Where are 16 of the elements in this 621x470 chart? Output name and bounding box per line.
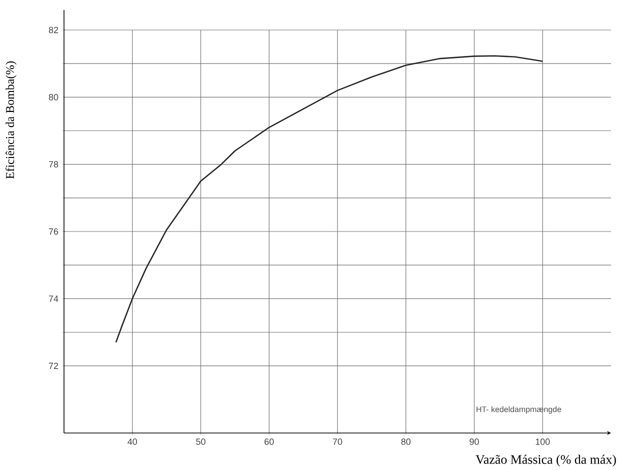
x-tick-label: 90 bbox=[470, 438, 479, 445]
y-axis-title: Eficiência da Bomba(%) bbox=[6, 61, 16, 179]
x-axis-title: Vazão Mássica (% da máx) bbox=[476, 454, 616, 466]
x-tick-label: 40 bbox=[128, 438, 138, 445]
x-tick-label: 70 bbox=[332, 438, 342, 445]
y-tick-label: 72 bbox=[48, 362, 58, 369]
y-tick-label: 76 bbox=[48, 228, 58, 235]
y-tick-label: 82 bbox=[48, 26, 58, 34]
y-tick-label: 78 bbox=[48, 161, 58, 168]
x-tick-label: 100 bbox=[536, 438, 550, 445]
x-tick-label: 60 bbox=[264, 438, 274, 445]
x-tick-label: 50 bbox=[196, 438, 206, 445]
x-tick-label: 80 bbox=[401, 438, 411, 445]
y-tick-label: 74 bbox=[48, 296, 58, 302]
y-tick-label: 80 bbox=[48, 94, 58, 100]
line-series bbox=[115, 55, 544, 343]
